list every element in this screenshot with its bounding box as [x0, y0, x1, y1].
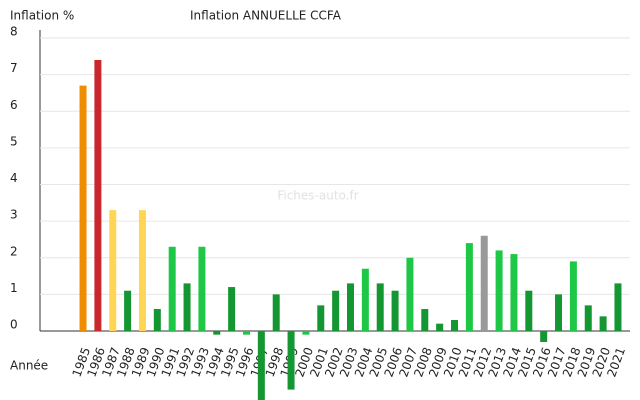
bar	[272, 294, 280, 331]
bar	[183, 283, 191, 331]
bar	[480, 235, 488, 331]
bar	[153, 309, 161, 331]
bar	[287, 331, 295, 390]
bar	[406, 257, 414, 331]
bar	[421, 309, 429, 331]
bar	[138, 210, 146, 331]
y-tick-label: 1	[10, 281, 18, 295]
bar	[347, 283, 354, 331]
x-axis-label: Année	[10, 359, 48, 373]
y-axis-label: Inflation %	[10, 9, 74, 23]
bar	[317, 305, 325, 331]
bar	[495, 250, 503, 331]
chart-title: Inflation ANNUELLE CCFA	[190, 9, 342, 23]
bar	[569, 261, 577, 331]
bar	[302, 331, 310, 335]
bar	[198, 246, 206, 331]
bar	[525, 290, 533, 331]
bar	[555, 294, 563, 331]
y-tick-label: 8	[10, 25, 18, 39]
bar	[436, 323, 444, 331]
bar	[242, 331, 250, 335]
bar	[614, 283, 622, 331]
y-tick-label: 7	[10, 61, 18, 75]
bar	[124, 290, 132, 331]
bar	[451, 320, 459, 331]
bar	[510, 254, 518, 331]
bar	[361, 268, 369, 331]
bar	[584, 305, 592, 331]
bar	[109, 210, 117, 331]
bar	[168, 246, 176, 331]
bar	[213, 331, 221, 335]
bar	[79, 85, 87, 331]
bar	[257, 331, 265, 400]
y-tick-label: 5	[10, 134, 18, 148]
y-tick-label: 2	[10, 244, 18, 258]
bar	[540, 331, 548, 342]
bar	[376, 283, 384, 331]
bar	[332, 290, 340, 331]
bar	[94, 59, 102, 331]
watermark: Fiches-auto.fr	[277, 189, 358, 203]
y-tick-label: 3	[10, 208, 18, 222]
bar	[228, 287, 236, 331]
bar	[465, 243, 473, 331]
y-tick-label: 4	[10, 171, 18, 185]
bar	[599, 316, 607, 331]
y-tick-label: 0	[10, 318, 18, 332]
y-tick-label: 6	[10, 98, 18, 112]
bar	[391, 290, 399, 331]
